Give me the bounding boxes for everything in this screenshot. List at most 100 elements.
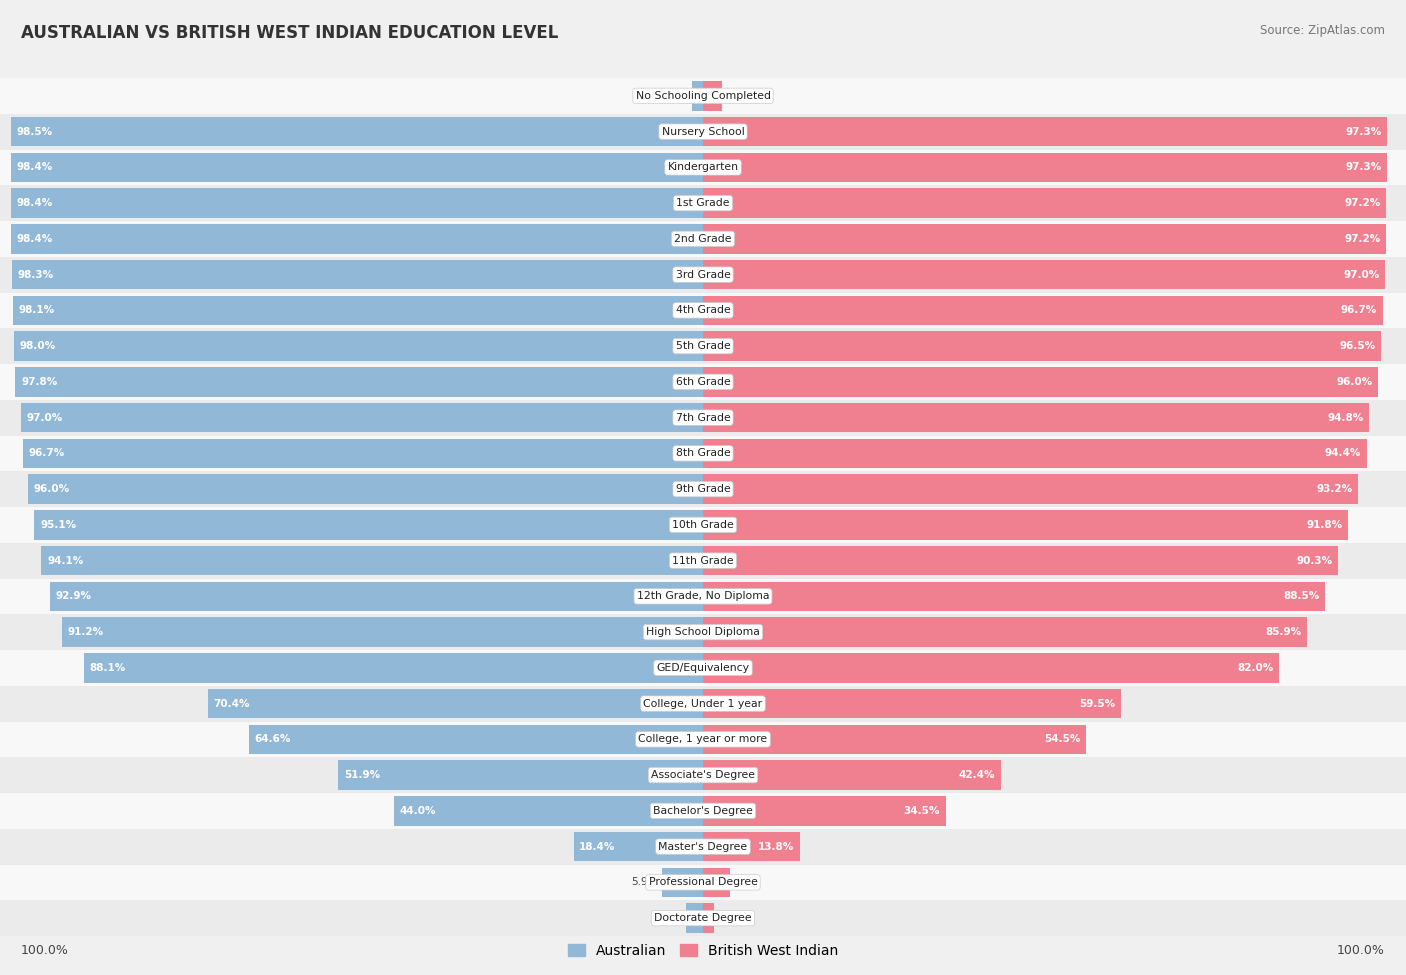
Text: 4th Grade: 4th Grade [676,305,730,315]
Legend: Australian, British West Indian: Australian, British West Indian [562,938,844,963]
Bar [0,543,1406,578]
Bar [703,689,1122,719]
Bar [692,81,703,110]
Bar [0,292,1406,329]
Text: 12th Grade, No Diploma: 12th Grade, No Diploma [637,592,769,602]
Bar [42,546,703,575]
Bar [28,475,703,504]
Bar [703,832,800,861]
Text: No Schooling Completed: No Schooling Completed [636,91,770,100]
Text: 82.0%: 82.0% [1237,663,1274,673]
Text: 7th Grade: 7th Grade [676,412,730,422]
Bar [0,256,1406,292]
Text: Doctorate Degree: Doctorate Degree [654,914,752,923]
Bar [21,403,703,432]
Bar [686,904,703,933]
Text: 98.5%: 98.5% [17,127,52,136]
Text: 5th Grade: 5th Grade [676,341,730,351]
Bar [14,332,703,361]
Text: 44.0%: 44.0% [399,806,436,816]
Text: 2.4%: 2.4% [657,914,683,923]
Bar [703,224,1386,254]
Bar [0,793,1406,829]
Bar [49,582,703,611]
Text: AUSTRALIAN VS BRITISH WEST INDIAN EDUCATION LEVEL: AUSTRALIAN VS BRITISH WEST INDIAN EDUCAT… [21,24,558,42]
Text: 85.9%: 85.9% [1265,627,1302,637]
Text: 6th Grade: 6th Grade [676,377,730,387]
Bar [0,185,1406,221]
Bar [0,829,1406,865]
Bar [0,758,1406,793]
Bar [703,81,723,110]
Text: Associate's Degree: Associate's Degree [651,770,755,780]
Text: Master's Degree: Master's Degree [658,841,748,851]
Bar [0,364,1406,400]
Text: 13.8%: 13.8% [758,841,794,851]
Bar [0,507,1406,543]
Text: 2.7%: 2.7% [725,91,752,100]
Text: 1.5%: 1.5% [717,914,744,923]
Bar [0,865,1406,900]
Text: 11th Grade: 11th Grade [672,556,734,566]
Text: 96.5%: 96.5% [1340,341,1375,351]
Bar [703,510,1348,539]
Text: 95.1%: 95.1% [41,520,76,529]
Text: 2nd Grade: 2nd Grade [675,234,731,244]
Text: 42.4%: 42.4% [959,770,995,780]
Text: 98.0%: 98.0% [20,341,56,351]
Bar [0,900,1406,936]
Bar [0,578,1406,614]
Bar [35,510,703,539]
Bar [703,403,1369,432]
Text: 98.4%: 98.4% [17,198,53,208]
Text: 54.5%: 54.5% [1045,734,1080,744]
Bar [0,78,1406,114]
Text: 93.2%: 93.2% [1316,485,1353,494]
Bar [208,689,703,719]
Text: GED/Equivalency: GED/Equivalency [657,663,749,673]
Text: High School Diploma: High School Diploma [647,627,759,637]
Text: 91.2%: 91.2% [67,627,104,637]
Text: 70.4%: 70.4% [214,699,250,709]
Text: Nursery School: Nursery School [662,127,744,136]
Text: College, 1 year or more: College, 1 year or more [638,734,768,744]
Text: 8th Grade: 8th Grade [676,448,730,458]
Bar [11,153,703,182]
Text: Source: ZipAtlas.com: Source: ZipAtlas.com [1260,24,1385,37]
Text: 96.7%: 96.7% [28,448,65,458]
Text: 96.0%: 96.0% [34,485,70,494]
Bar [703,295,1384,325]
Bar [703,332,1381,361]
Text: 98.3%: 98.3% [18,270,53,280]
Text: 97.2%: 97.2% [1344,198,1381,208]
Text: 92.9%: 92.9% [55,592,91,602]
Text: 88.1%: 88.1% [90,663,125,673]
Bar [703,475,1358,504]
Text: 59.5%: 59.5% [1080,699,1116,709]
Bar [0,114,1406,149]
Text: 96.0%: 96.0% [1336,377,1372,387]
Bar [703,904,713,933]
Bar [11,188,703,217]
Text: 18.4%: 18.4% [579,841,616,851]
Bar [703,617,1308,646]
Text: 97.0%: 97.0% [1343,270,1379,280]
Bar [703,188,1386,217]
Bar [703,546,1339,575]
Text: 34.5%: 34.5% [904,806,939,816]
Text: 3rd Grade: 3rd Grade [675,270,731,280]
Bar [703,653,1279,682]
Text: 97.8%: 97.8% [21,377,58,387]
Bar [703,760,1001,790]
Bar [0,650,1406,685]
Bar [0,436,1406,471]
Text: Kindergarten: Kindergarten [668,163,738,173]
Text: 94.4%: 94.4% [1324,448,1361,458]
Text: 100.0%: 100.0% [1337,944,1385,957]
Bar [15,368,703,397]
Bar [0,329,1406,364]
Bar [339,760,703,790]
Bar [703,582,1324,611]
Bar [22,439,703,468]
Bar [0,722,1406,758]
